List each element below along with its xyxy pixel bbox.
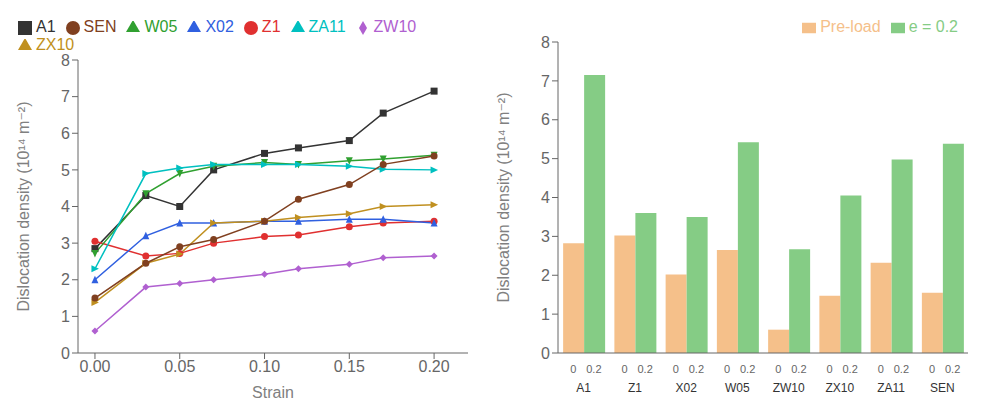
svg-text:0: 0 — [827, 363, 833, 375]
svg-text:0.10: 0.10 — [249, 358, 280, 375]
svg-text:7: 7 — [541, 73, 550, 90]
svg-text:0.2: 0.2 — [842, 363, 857, 375]
html-text:Pre-load: Pre-load — [820, 18, 881, 35]
svg-text:Strain: Strain — [252, 384, 294, 401]
svg-text:Dislocation density (10¹⁴ m⁻²): Dislocation density (10¹⁴ m⁻²) — [495, 92, 512, 302]
svg-text:0.2: 0.2 — [740, 363, 755, 375]
svg-text:1: 1 — [61, 308, 70, 325]
svg-text:0.2: 0.2 — [637, 363, 652, 375]
svg-text:4: 4 — [541, 189, 550, 206]
svg-text:0: 0 — [570, 363, 576, 375]
svg-text:2: 2 — [61, 271, 70, 288]
svg-text:8: 8 — [61, 52, 70, 69]
svg-text:0: 0 — [673, 363, 679, 375]
svg-text:2: 2 — [541, 267, 550, 284]
svg-text:0.2: 0.2 — [689, 363, 704, 375]
svg-text:0.05: 0.05 — [164, 358, 195, 375]
svg-text:ZW10: ZW10 — [773, 381, 805, 395]
svg-text:0.15: 0.15 — [334, 358, 365, 375]
svg-text:0: 0 — [929, 363, 935, 375]
svg-text:0: 0 — [724, 363, 730, 375]
html-text:e = 0.2: e = 0.2 — [908, 18, 958, 35]
svg-text:Z1: Z1 — [628, 381, 642, 395]
html-text:SEN: SEN — [83, 18, 117, 35]
svg-text:0: 0 — [61, 345, 70, 362]
svg-text:6: 6 — [541, 111, 550, 128]
svg-text:ZX10: ZX10 — [826, 381, 855, 395]
svg-text:0.2: 0.2 — [791, 363, 806, 375]
html-text:W05: W05 — [144, 18, 178, 35]
svg-text:8: 8 — [541, 34, 550, 51]
html-text:ZA11: ZA11 — [308, 18, 346, 35]
svg-text:0: 0 — [622, 363, 628, 375]
html-text:X02: X02 — [205, 18, 234, 35]
svg-text:0: 0 — [775, 363, 781, 375]
svg-text:ZA11: ZA11 — [877, 381, 905, 395]
svg-text:W05: W05 — [725, 381, 750, 395]
svg-text:6: 6 — [61, 125, 70, 142]
svg-text:1: 1 — [541, 306, 550, 323]
svg-text:0.2: 0.2 — [586, 363, 601, 375]
html-text:A1: A1 — [36, 18, 56, 35]
svg-text:5: 5 — [61, 162, 70, 179]
svg-text:5: 5 — [541, 150, 550, 167]
svg-text:7: 7 — [61, 88, 70, 105]
svg-text:0: 0 — [541, 345, 550, 362]
html-text:Z1: Z1 — [261, 18, 281, 35]
svg-text:A1: A1 — [576, 381, 591, 395]
svg-text:0.00: 0.00 — [79, 358, 110, 375]
svg-text:3: 3 — [61, 235, 70, 252]
html-text:ZX10: ZX10 — [36, 36, 75, 53]
svg-text:4: 4 — [61, 198, 70, 215]
svg-text:0: 0 — [878, 363, 884, 375]
svg-text:SEN: SEN — [930, 381, 955, 395]
svg-text:X02: X02 — [675, 381, 697, 395]
svg-text:0.2: 0.2 — [894, 363, 909, 375]
svg-text:Dislocation density (10¹⁴ m⁻²): Dislocation density (10¹⁴ m⁻²) — [15, 101, 32, 311]
svg-text:3: 3 — [541, 228, 550, 245]
html-text:ZW10: ZW10 — [373, 18, 417, 35]
svg-text:0.2: 0.2 — [945, 363, 960, 375]
svg-text:0.20: 0.20 — [419, 358, 450, 375]
